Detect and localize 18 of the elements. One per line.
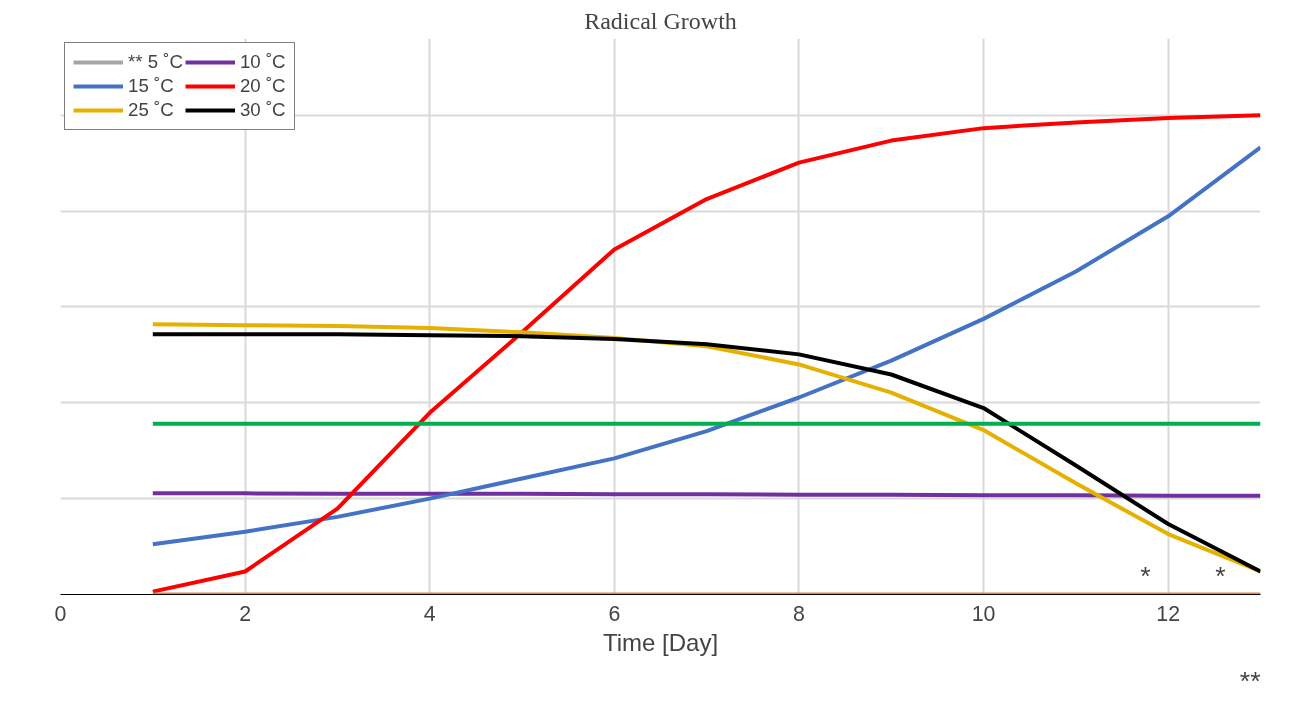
x-tick-label: 6 — [608, 601, 621, 626]
text: ** — [1239, 665, 1261, 696]
x-tick-label: 4 — [423, 601, 436, 626]
x-tick-label: 10 — [971, 601, 996, 626]
legend-label: ** 5 ˚C — [128, 51, 183, 73]
annotation: * — [1140, 560, 1151, 591]
annotation: * — [1215, 560, 1226, 591]
x-tick-label: 0 — [54, 601, 67, 626]
chart-title: Radical Growth — [584, 7, 737, 34]
legend-label: 20 ˚C — [239, 75, 286, 97]
legend-label: 10 ˚C — [239, 51, 286, 73]
legend-label: 30 ˚C — [239, 99, 286, 121]
legend-label: 15 ˚C — [128, 75, 174, 97]
x-tick-label: 8 — [793, 601, 805, 626]
x-axis-title: Time [Day] — [602, 628, 719, 656]
legend-label: 25 ˚C — [128, 99, 174, 121]
x-tick-label: 12 — [1156, 601, 1181, 626]
x-tick-label: 2 — [239, 601, 252, 626]
